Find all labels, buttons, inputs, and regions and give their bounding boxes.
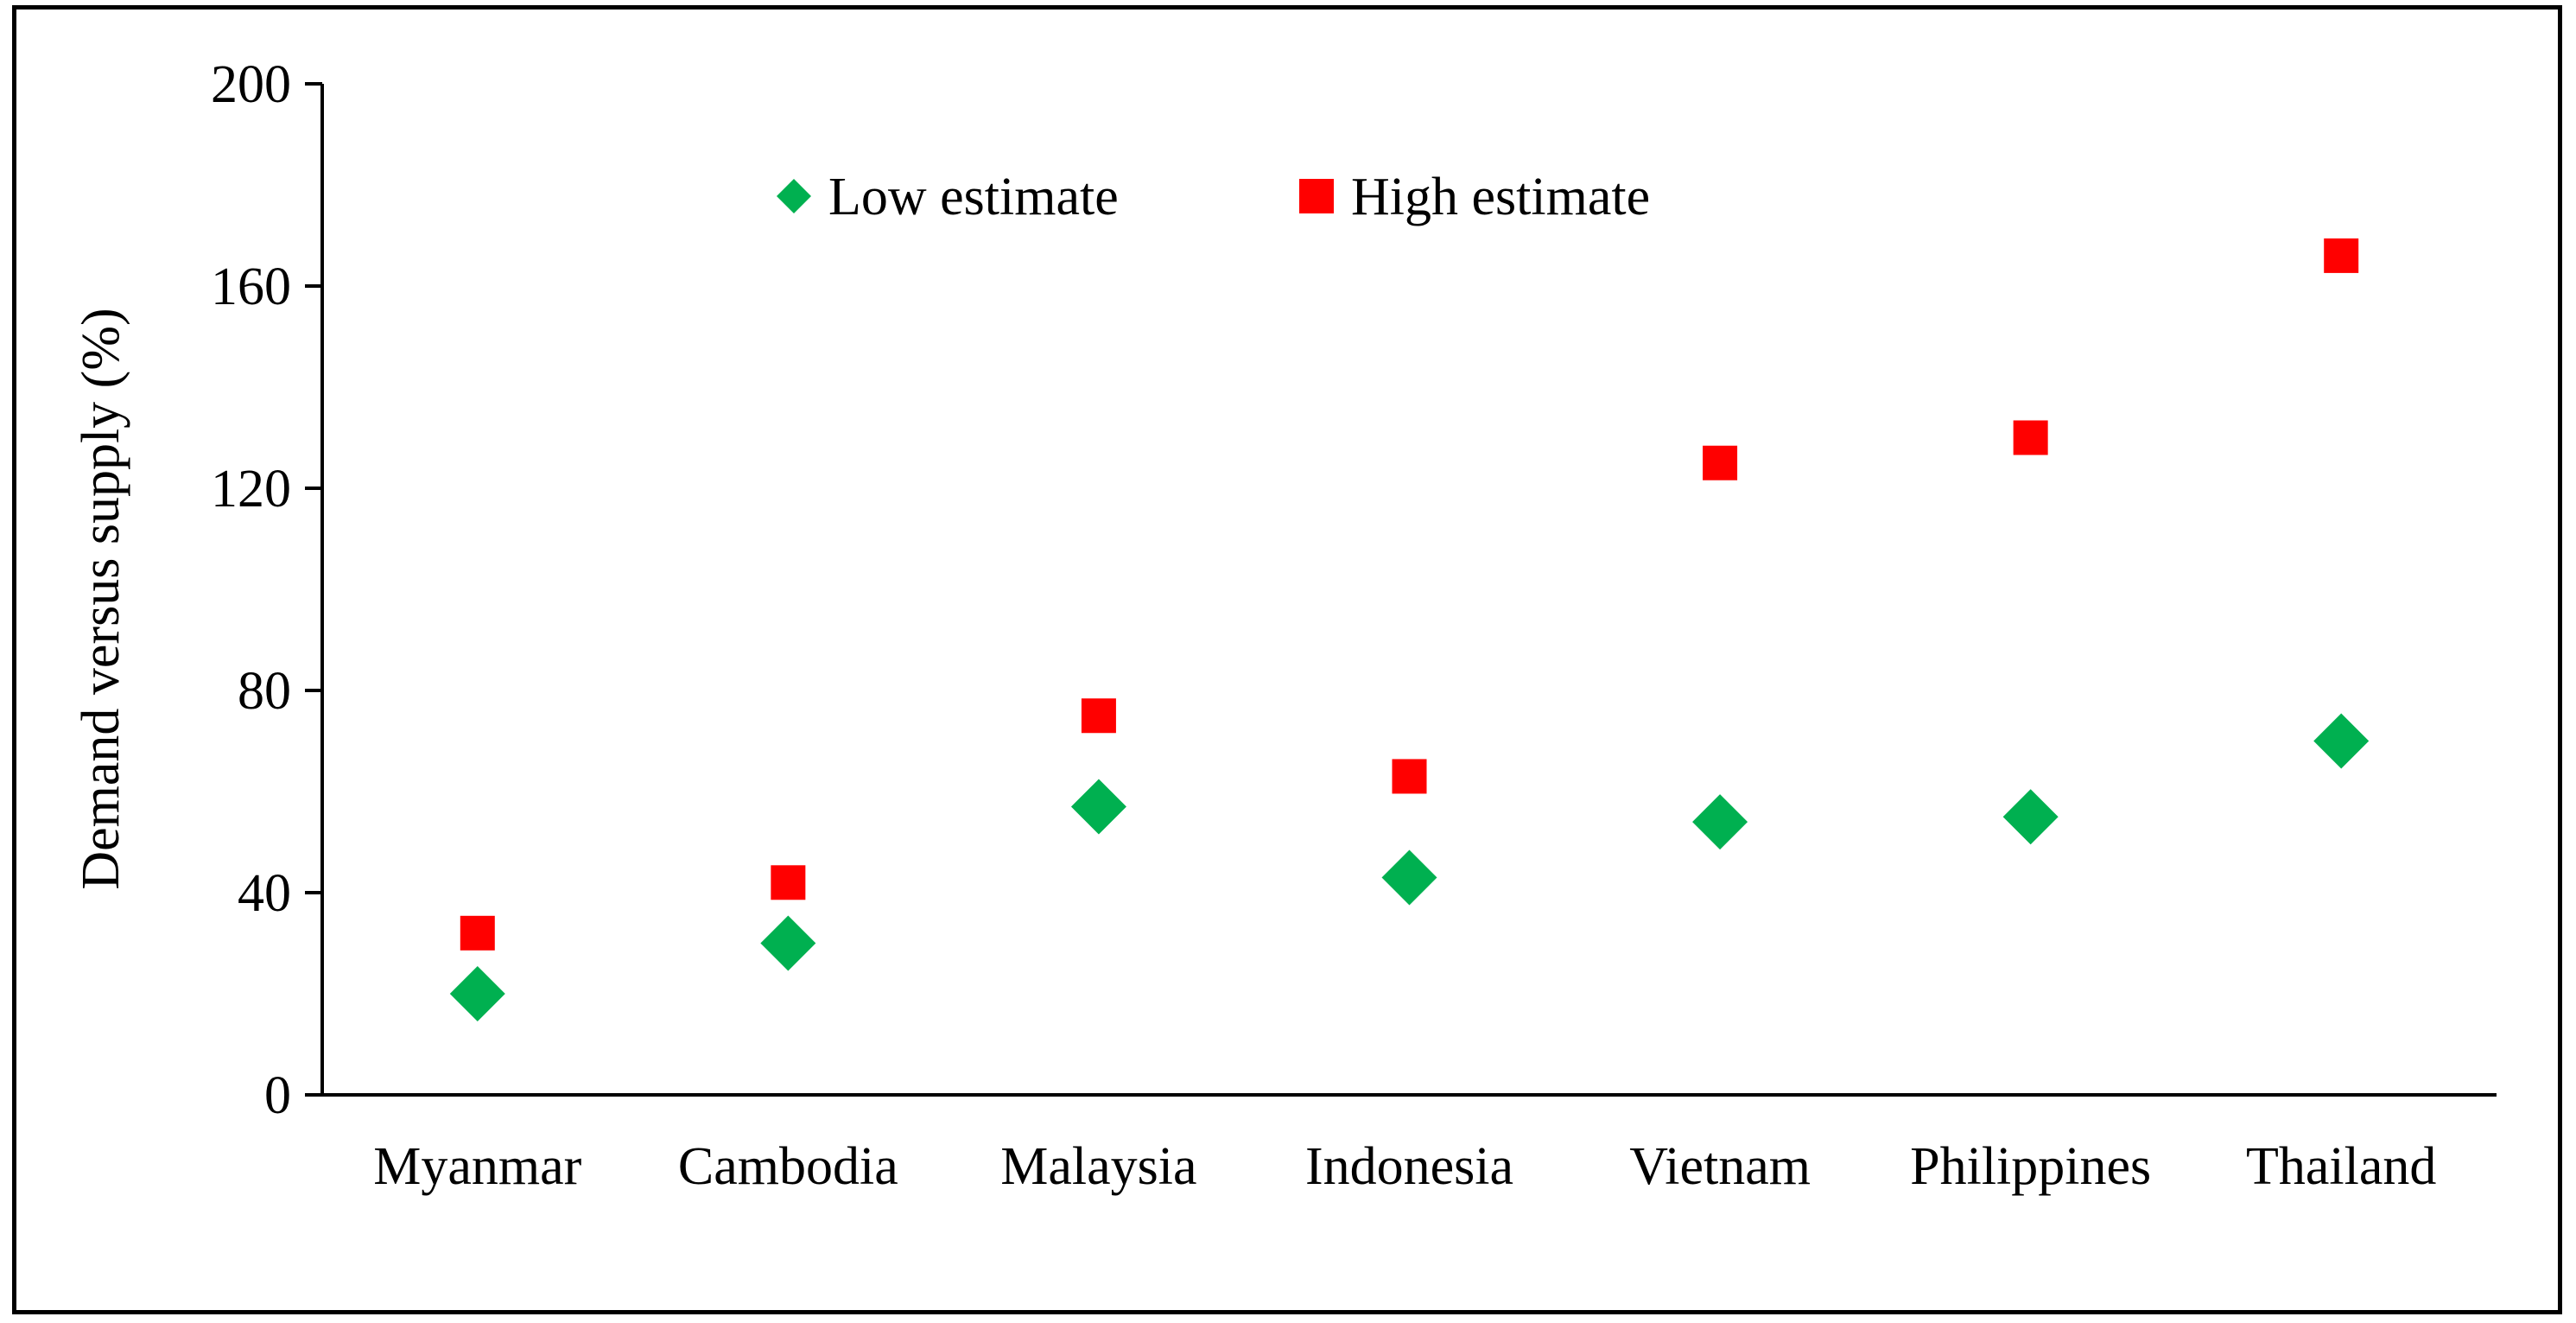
x-tick-label: Malaysia — [1000, 1137, 1196, 1196]
high-estimate-point — [2013, 420, 2048, 455]
y-tick-label: 160 — [211, 258, 291, 316]
x-tick-label: Cambodia — [678, 1137, 898, 1196]
legend-label: Low estimate — [828, 168, 1119, 226]
x-tick-label: Vietnam — [1629, 1137, 1811, 1196]
x-tick-label: Indonesia — [1305, 1137, 1513, 1196]
x-tick-label: Myanmar — [373, 1137, 581, 1196]
legend-diamond-icon — [777, 179, 811, 213]
y-tick-label: 0 — [264, 1066, 291, 1125]
y-tick-label: 120 — [211, 460, 291, 518]
low-estimate-point — [1692, 794, 1748, 850]
low-estimate-point — [449, 966, 505, 1021]
low-estimate-point — [760, 915, 816, 971]
high-estimate-point — [771, 865, 806, 900]
y-axis-title: Demand versus supply (%) — [72, 308, 130, 889]
chart-frame: 0 40 80 120 160 200 Myanmar Cambodia Malaysia In… — [12, 5, 2562, 1314]
high-estimate-point — [460, 915, 495, 951]
high-estimate-point — [1392, 759, 1427, 794]
low-estimate-point — [1070, 779, 1126, 835]
x-tick-label: Philippines — [1910, 1137, 2151, 1196]
x-tick-label: Thailand — [2246, 1137, 2436, 1196]
legend-label: High estimate — [1351, 168, 1650, 226]
series-high-estimate — [460, 238, 2359, 951]
y-tick-label: 80 — [238, 662, 291, 721]
chart-svg: 0 40 80 120 160 200 Myanmar Cambodia Malaysia In… — [72, 55, 2497, 1196]
low-estimate-point — [2313, 713, 2370, 769]
axes — [320, 84, 2497, 1097]
high-estimate-point — [1703, 445, 1738, 480]
high-estimate-point — [1081, 698, 1116, 734]
x-axis-ticks: Myanmar Cambodia Malaysia Indonesia Vietnam P… — [373, 1137, 2436, 1196]
y-axis-ticks: 0 40 80 120 160 200 — [211, 55, 322, 1125]
high-estimate-point — [2324, 238, 2359, 273]
legend-square-icon — [1299, 179, 1334, 213]
y-tick-label: 200 — [211, 55, 291, 114]
low-estimate-point — [1381, 849, 1437, 906]
data-marks — [449, 238, 2370, 1021]
low-estimate-point — [2002, 789, 2059, 845]
y-tick-label: 40 — [238, 864, 291, 923]
series-low-estimate — [449, 713, 2370, 1021]
legend: Low estimate High estimate — [777, 168, 1650, 226]
